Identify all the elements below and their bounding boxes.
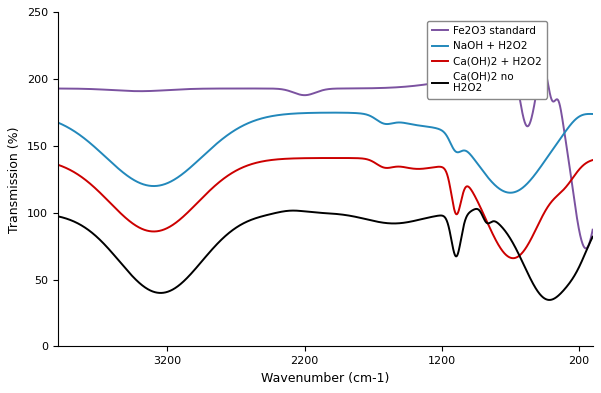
Ca(OH)2 + H2O2 — [589, 158, 596, 162]
NaOH + H2O2 — [521, 184, 528, 188]
Fe2O3 standard — [259, 86, 266, 91]
NaOH + H2O2 — [579, 113, 586, 118]
Line: Fe2O3 standard: Fe2O3 standard — [58, 50, 593, 248]
Fe2O3 standard — [499, 48, 507, 52]
Ca(OH)2 no
H2O2 — [259, 214, 266, 219]
NaOH + H2O2 — [115, 167, 123, 171]
Legend: Fe2O3 standard, NaOH + H2O2, Ca(OH)2 + H2O2, Ca(OH)2 no
H2O2: Fe2O3 standard, NaOH + H2O2, Ca(OH)2 + H… — [427, 21, 547, 99]
NaOH + H2O2 — [259, 116, 266, 121]
Fe2O3 standard — [115, 88, 123, 93]
NaOH + H2O2 — [589, 112, 596, 116]
Y-axis label: Transmission (%): Transmission (%) — [8, 126, 21, 233]
NaOH + H2O2 — [507, 190, 514, 195]
Ca(OH)2 no
H2O2 — [579, 257, 586, 262]
Ca(OH)2 no
H2O2 — [546, 298, 553, 302]
NaOH + H2O2 — [54, 120, 61, 125]
Ca(OH)2 + H2O2 — [259, 159, 266, 163]
Fe2O3 standard — [589, 227, 596, 232]
Fe2O3 standard — [579, 241, 586, 246]
Ca(OH)2 + H2O2 — [282, 156, 290, 161]
NaOH + H2O2 — [282, 112, 290, 117]
NaOH + H2O2 — [330, 110, 337, 115]
Ca(OH)2 + H2O2 — [147, 229, 154, 233]
Ca(OH)2 + H2O2 — [579, 163, 586, 168]
Ca(OH)2 + H2O2 — [334, 156, 341, 160]
NaOH + H2O2 — [147, 184, 154, 188]
Line: NaOH + H2O2: NaOH + H2O2 — [58, 113, 593, 193]
Ca(OH)2 no
H2O2 — [473, 207, 480, 211]
Ca(OH)2 + H2O2 — [510, 256, 517, 261]
Ca(OH)2 + H2O2 — [521, 247, 528, 252]
Fe2O3 standard — [282, 88, 290, 92]
Ca(OH)2 + H2O2 — [115, 209, 123, 214]
Ca(OH)2 no
H2O2 — [282, 209, 290, 213]
Line: Ca(OH)2 + H2O2: Ca(OH)2 + H2O2 — [58, 158, 593, 258]
Ca(OH)2 no
H2O2 — [521, 264, 528, 269]
Fe2O3 standard — [521, 120, 528, 125]
X-axis label: Wavenumber (cm-1): Wavenumber (cm-1) — [261, 372, 389, 385]
Fe2O3 standard — [54, 86, 61, 91]
Ca(OH)2 + H2O2 — [54, 162, 61, 167]
Ca(OH)2 no
H2O2 — [589, 234, 596, 239]
Fe2O3 standard — [582, 246, 590, 251]
Ca(OH)2 no
H2O2 — [54, 214, 61, 219]
Ca(OH)2 no
H2O2 — [147, 288, 154, 293]
Ca(OH)2 no
H2O2 — [115, 258, 123, 263]
Fe2O3 standard — [147, 89, 154, 94]
Line: Ca(OH)2 no
H2O2: Ca(OH)2 no H2O2 — [58, 209, 593, 300]
